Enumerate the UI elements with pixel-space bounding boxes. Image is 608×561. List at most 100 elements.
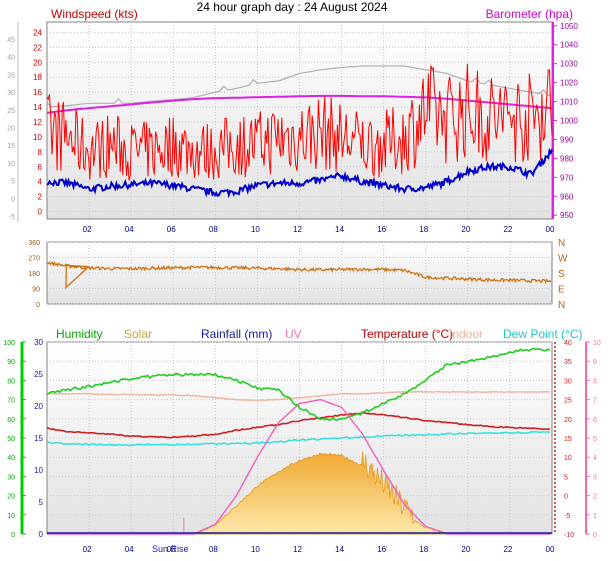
x-tick-label: 18 (419, 545, 428, 554)
humidity-tick-label: 10 (7, 513, 15, 520)
x-tick-label: 14 (335, 545, 344, 554)
uv-line (47, 398, 550, 535)
temp-tick-label: 20 (564, 417, 572, 424)
y-tick-label: 6 (38, 163, 43, 172)
y-tick-label: 22 (33, 43, 42, 52)
compass-label: E (558, 285, 565, 296)
temperature-panel: -10-505101520253035400102030405060708090… (3, 327, 601, 554)
barometer-tick-label: 1030 (560, 60, 578, 69)
compass-label: N (558, 300, 565, 311)
direction-tick-label: 360 (28, 240, 40, 247)
y-tick-label: 24 (33, 28, 42, 37)
direction-tick-label: 0 (36, 302, 40, 309)
rain-tick-label: 25 (34, 370, 43, 379)
rain-tick-label: 10 (34, 466, 43, 475)
y-tick-label: 0 (38, 208, 43, 217)
uv-tick-label: 3 (593, 474, 597, 481)
humidity-tick-label: 80 (7, 378, 15, 385)
uv-tick-label: 4 (593, 455, 597, 462)
y-tick-label: 16 (33, 88, 42, 97)
barometer-tick-label: 980 (560, 154, 574, 163)
y-tick-label: 2 (38, 193, 43, 202)
wind-plot-area (46, 21, 553, 220)
x-tick-label: 18 (419, 225, 428, 234)
temp-tick-label: 15 (564, 436, 572, 443)
humidity-tick-label: 30 (7, 474, 15, 481)
sunrise-label: Sun Rise (152, 544, 189, 554)
humidity-tick-label: 50 (7, 436, 15, 443)
temp-tick-label: -10 (564, 532, 574, 539)
y-tick-label: 8 (38, 148, 43, 157)
temp-tick-label: 10 (564, 455, 572, 462)
humidity-tick-label: 40 (7, 455, 15, 462)
dewpoint-label: Dew Point (°C) (503, 327, 582, 341)
outer-tick-label: 0 (11, 196, 15, 203)
y-tick-label: 18 (33, 73, 42, 82)
barometer-tick-label: 1050 (560, 22, 578, 31)
barometer-tick-label: 960 (560, 192, 574, 201)
temp-tick-label: 0 (564, 494, 568, 501)
x-tick-label: 00 (546, 225, 555, 234)
x-tick-label: 08 (209, 225, 218, 234)
compass-label: W (558, 254, 568, 265)
temperature-label: Temperature (°C) (361, 327, 453, 341)
humidity-tick-label: 20 (7, 494, 15, 501)
barometer-tick-label: 1010 (560, 98, 578, 107)
x-tick-label: 04 (125, 545, 134, 554)
rainfall-label: Rainfall (mm) (201, 327, 272, 341)
outer-tick-label: 30 (7, 90, 15, 97)
x-tick-label: 04 (125, 225, 134, 234)
humidity-line (46, 347, 551, 421)
y-tick-label: 14 (33, 103, 42, 112)
uv-tick-label: 2 (593, 494, 597, 501)
barometer-tick-label: 950 (560, 211, 574, 220)
x-tick-label: 14 (335, 225, 344, 234)
outer-tick-label: 40 (7, 55, 15, 62)
barometer-tick-label: 1040 (560, 41, 578, 50)
uv-tick-label: 5 (593, 436, 597, 443)
temp-tick-label: 5 (564, 474, 568, 481)
x-tick-label: 02 (83, 545, 92, 554)
outer-tick-label: 15 (7, 143, 15, 150)
rain-tick-label: 20 (34, 402, 43, 411)
compass-label: S (558, 269, 565, 280)
uv-tick-label: 9 (593, 359, 597, 366)
humidity-tick-label: 90 (7, 359, 15, 366)
direction-tick-label: 180 (28, 271, 40, 278)
barometer-tick-label: 970 (560, 173, 574, 182)
solar-label: Solar (124, 327, 152, 341)
direction-tick-label: 270 (28, 256, 40, 263)
indoor-label: Indoor (449, 327, 483, 341)
humidity-label: Humidity (56, 327, 103, 341)
uv-tick-label: 1 (593, 513, 597, 520)
x-tick-label: 10 (251, 225, 260, 234)
temp-tick-label: 40 (564, 340, 572, 347)
barometer-tick-label: 1020 (560, 79, 578, 88)
x-tick-label: 00 (546, 545, 555, 554)
uv-tick-label: 7 (593, 398, 597, 405)
solar-area (189, 451, 452, 535)
y-tick-label: 12 (33, 118, 42, 127)
temp-tick-label: 35 (564, 359, 572, 366)
temp-tick-label: 30 (564, 378, 572, 385)
x-tick-label: 06 (167, 225, 176, 234)
barometer-tick-label: 990 (560, 135, 574, 144)
outer-tick-label: -5 (9, 214, 15, 221)
x-tick-label: 16 (377, 225, 386, 234)
rain-tick-label: 30 (34, 338, 43, 347)
uv-tick-label: 10 (593, 340, 601, 347)
outer-tick-label: 25 (7, 108, 15, 115)
uv-label: UV (285, 327, 302, 341)
wind-panel: 024681012141618202224-505101520253035404… (7, 7, 578, 234)
indoor-line (46, 390, 550, 402)
barometer-tick-label: 1000 (560, 117, 578, 126)
x-tick-label: 20 (461, 545, 470, 554)
rain-tick-label: 15 (34, 434, 43, 443)
windspeed-label: Windspeed (kts) (51, 7, 138, 21)
x-tick-label: 12 (293, 545, 302, 554)
x-tick-label: 22 (503, 225, 512, 234)
x-tick-label: 16 (377, 545, 386, 554)
x-tick-label: 20 (461, 225, 470, 234)
outer-tick-label: 5 (11, 179, 15, 186)
